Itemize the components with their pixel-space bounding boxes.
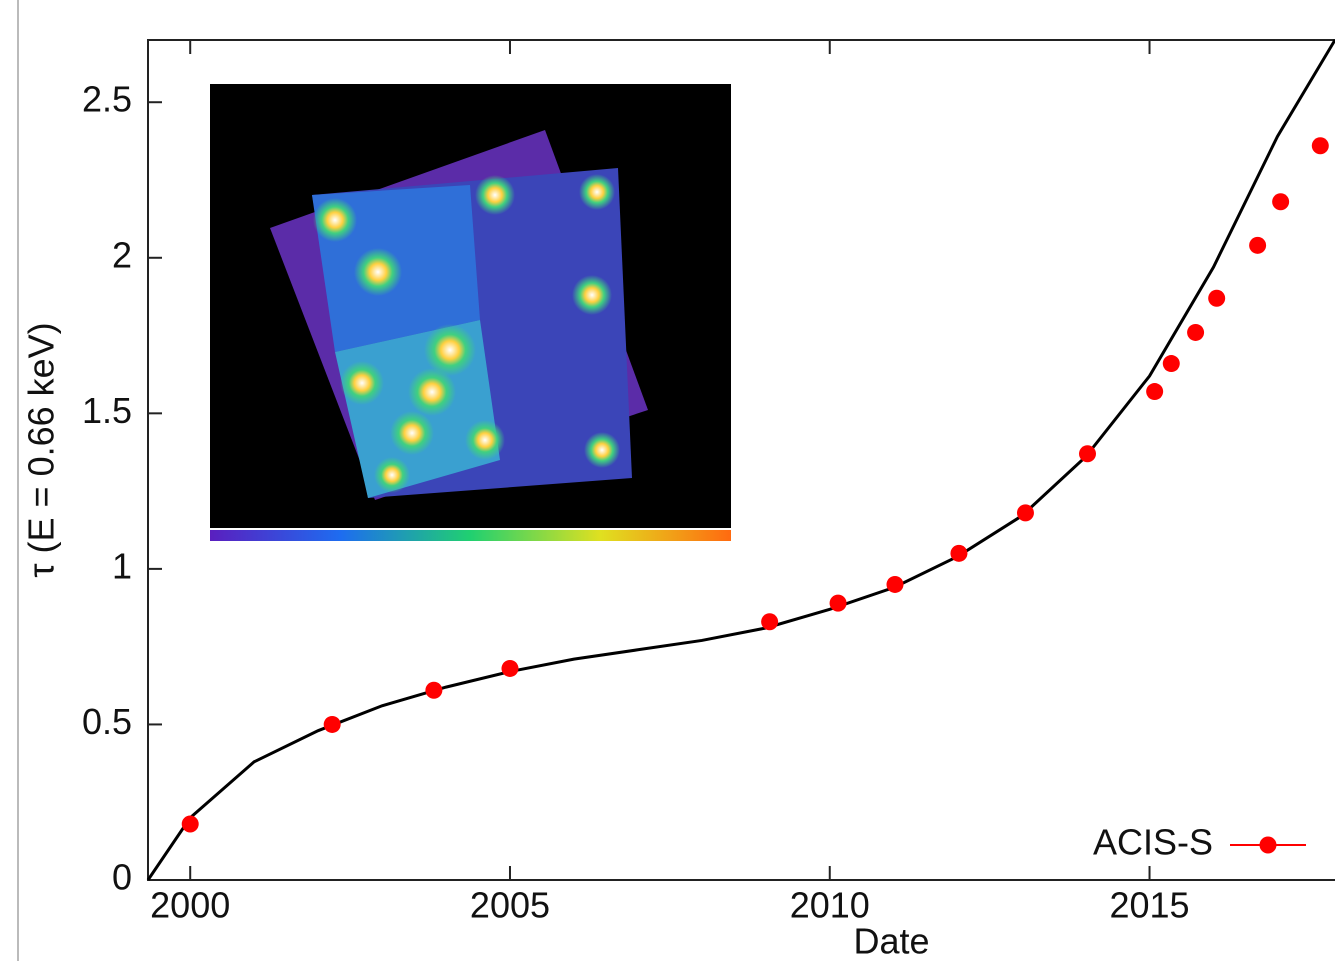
data-point: [1017, 504, 1034, 521]
data-point: [1249, 237, 1266, 254]
data-point: [324, 716, 341, 733]
data-point: [182, 816, 199, 833]
data-point: [830, 595, 847, 612]
data-point: [1187, 324, 1204, 341]
y-tick-label: 0.5: [82, 701, 132, 742]
x-axis-label: Date: [853, 921, 929, 961]
data-point: [1272, 193, 1289, 210]
data-point: [1146, 383, 1163, 400]
y-axis-label: τ (E = 0.66 keV): [21, 322, 62, 577]
x-tick-label: 2015: [1109, 885, 1189, 926]
data-point: [425, 682, 442, 699]
x-tick-label: 2000: [150, 885, 230, 926]
data-point: [1312, 137, 1329, 154]
y-tick-label: 2.5: [82, 79, 132, 120]
data-point: [1163, 355, 1180, 372]
y-tick-label: 1.5: [82, 390, 132, 431]
y-tick-label: 2: [112, 234, 132, 275]
data-point: [1079, 445, 1096, 462]
legend-label: ACIS-S: [1093, 822, 1213, 863]
data-point: [886, 576, 903, 593]
data-point: [761, 613, 778, 630]
inset-image: [210, 84, 731, 541]
x-tick-label: 2010: [790, 885, 870, 926]
chart: 0 0.5 1 1.5 2 2.5 2000 2005 2010 2015 Date τ (E = 0…: [0, 0, 1335, 961]
y-tick-label: 0: [112, 857, 132, 898]
x-tick-label: 2005: [470, 885, 550, 926]
y-tick-label: 1: [112, 545, 132, 586]
data-point: [501, 660, 518, 677]
data-point: [950, 545, 967, 562]
data-point: [1208, 290, 1225, 307]
legend-marker: [1260, 837, 1277, 854]
